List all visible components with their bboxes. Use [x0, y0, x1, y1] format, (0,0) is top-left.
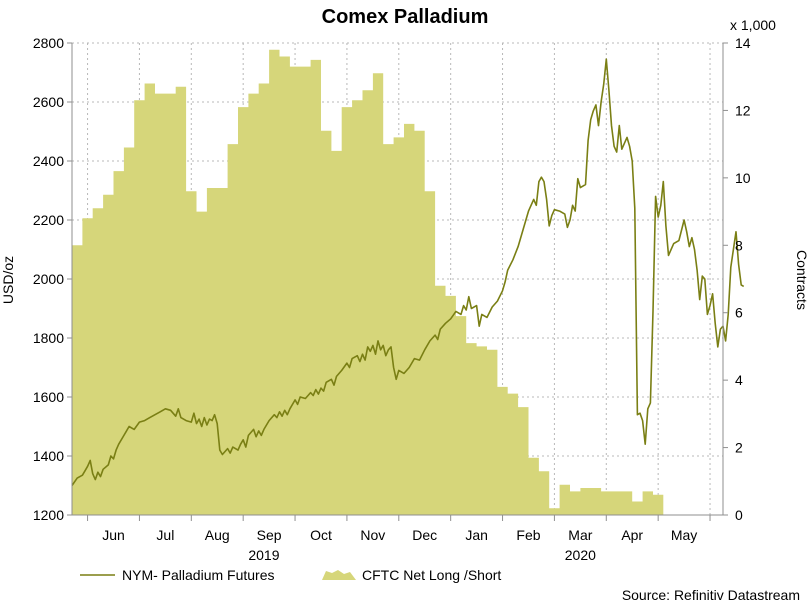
month-tick-label: Jan: [465, 527, 488, 543]
left-tick-label: 2000: [33, 271, 64, 287]
right-axis-multiplier: x 1,000: [730, 17, 776, 33]
month-tick-label: Sep: [257, 527, 282, 543]
month-tick-label: Jun: [102, 527, 125, 543]
left-tick-label: 1200: [33, 507, 64, 523]
right-tick-label: 8: [735, 237, 743, 253]
cftc-net-area: [72, 49, 664, 515]
source-note: Source: Refinitiv Datastream: [622, 587, 800, 603]
left-tick-label: 2400: [33, 153, 64, 169]
right-tick-label: 0: [735, 507, 743, 523]
month-tick-label: Aug: [205, 527, 230, 543]
right-tick-label: 12: [735, 102, 751, 118]
year-tick-label: 2020: [565, 547, 596, 563]
left-tick-label: 1600: [33, 389, 64, 405]
month-tick-label: May: [671, 527, 697, 543]
chart-title: Comex Palladium: [322, 6, 489, 28]
legend-area-label: CFTC Net Long /Short: [362, 567, 501, 583]
legend-line-label: NYM- Palladium Futures: [122, 567, 275, 583]
palladium-futures-line: [71, 58, 745, 486]
year-axis: 2019 2020: [248, 547, 596, 563]
right-tick-label: 4: [735, 372, 743, 388]
year-tick-label: 2019: [248, 547, 279, 563]
month-tick-label: Apr: [621, 527, 643, 543]
month-tick-label: Feb: [516, 527, 540, 543]
left-tick-label: 2600: [33, 94, 64, 110]
right-axis-label: Contracts: [794, 250, 810, 310]
left-tick-label: 1800: [33, 330, 64, 346]
month-tick-label: Oct: [310, 527, 332, 543]
left-tick-label: 2200: [33, 212, 64, 228]
right-tick-label: 14: [735, 35, 751, 51]
month-tick-label: Nov: [360, 527, 385, 543]
right-tick-label: 6: [735, 305, 743, 321]
left-axis-ticks: 1200 1400 1600 1800 2000 2200 2400 2600 2800: [33, 35, 72, 523]
legend-area-swatch: [322, 570, 356, 580]
month-tick-label: Mar: [568, 527, 592, 543]
right-tick-label: 2: [735, 440, 743, 456]
right-tick-label: 10: [735, 170, 751, 186]
left-axis-label: USD/oz: [0, 256, 16, 304]
month-tick-label: Jul: [156, 527, 174, 543]
right-axis-ticks: 0 2 4 6 8 10 12 14: [723, 35, 751, 523]
legend: NYM- Palladium Futures CFTC Net Long /Sh…: [80, 567, 501, 583]
left-tick-label: 2800: [33, 35, 64, 51]
left-tick-label: 1400: [33, 448, 64, 464]
month-tick-label: Dec: [412, 527, 437, 543]
month-axis: Jun Jul Aug Sep Oct Nov Dec Jan Feb Mar Apr May: [87, 515, 711, 543]
plot-area: [71, 42, 745, 516]
